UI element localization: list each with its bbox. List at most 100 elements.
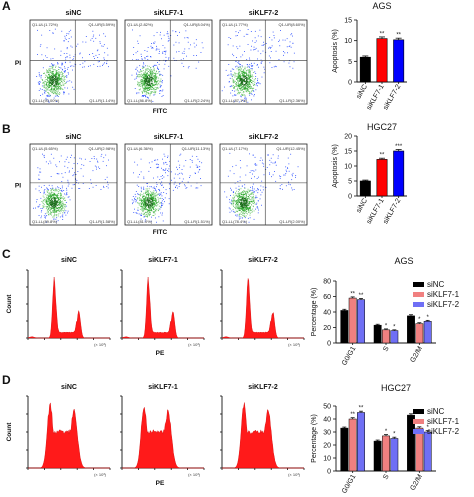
y-axis-label: Percentage (%) [311, 414, 318, 463]
legend-swatch [413, 302, 424, 307]
flow-dot [235, 206, 237, 208]
flow-dot [47, 72, 49, 74]
flow-dot [241, 83, 243, 84]
flow-dot [57, 89, 59, 91]
flow-dot [237, 87, 239, 89]
flow-dot [152, 47, 154, 49]
flow-dot [49, 70, 50, 72]
quadrant-label-lr: Q1-LR(2.24%) [184, 98, 210, 103]
flow-dot [54, 213, 55, 215]
flow-dot [242, 81, 244, 83]
flow-dot [243, 213, 245, 215]
flow-dot [58, 69, 59, 70]
flow-dot [254, 71, 256, 73]
flow-dot [155, 201, 157, 203]
flow-dot [242, 79, 244, 80]
flow-dot [96, 50, 98, 52]
flow-dot [141, 212, 143, 214]
flow-dot [147, 90, 149, 91]
flow-dot [181, 169, 183, 170]
flow-dot [52, 58, 54, 59]
flow-dot [242, 213, 244, 215]
flow-dot [148, 170, 150, 172]
flow-dot [238, 201, 240, 202]
flow-dot [101, 45, 103, 47]
flow-dot [246, 198, 248, 200]
flow-dot [55, 209, 57, 211]
flow-dot [145, 76, 146, 78]
flow-dot [46, 207, 48, 208]
flow-dot [228, 81, 230, 83]
flow-dot [98, 54, 100, 55]
flow-dot [240, 207, 242, 209]
flow-dot [141, 209, 143, 210]
flow-dot [62, 197, 64, 199]
flow-dot [243, 70, 244, 72]
flow-dot [56, 193, 58, 195]
flow-dot [237, 93, 239, 95]
flow-dot [148, 194, 149, 195]
flow-dot [62, 63, 64, 65]
flow-dot [267, 154, 269, 155]
flow-dot [258, 82, 260, 84]
flow-dot [246, 64, 248, 65]
flow-dot [252, 72, 254, 73]
flow-dot [79, 53, 81, 55]
flow-dot [140, 83, 142, 84]
flow-dot [152, 84, 154, 85]
flow-dot [230, 85, 232, 87]
flow-dot [140, 190, 142, 192]
flow-dot [146, 69, 147, 71]
flow-dot [63, 81, 65, 82]
flow-dot [255, 190, 257, 192]
flow-dot [146, 83, 148, 85]
flow-dot [144, 75, 146, 77]
flow-dot [232, 197, 234, 199]
flow-dot [241, 197, 242, 199]
flow-dot [239, 80, 241, 81]
quadrant-label-ul: Q1-UL(2.82%) [127, 22, 153, 27]
significance-mark: * [393, 432, 396, 438]
flow-dot [44, 217, 46, 218]
flow-dot [245, 198, 246, 200]
flow-dot [239, 87, 240, 89]
flow-dot [168, 57, 170, 59]
flow-dot [292, 172, 294, 174]
flow-dot [60, 201, 62, 203]
flow-dot [165, 50, 167, 52]
flow-dot [144, 204, 146, 205]
flow-dot [248, 66, 250, 68]
flow-dot [50, 68, 52, 69]
flow-dot [53, 214, 55, 216]
flow-dot [249, 57, 250, 59]
flow-dot [38, 190, 40, 192]
flow-dot [242, 69, 244, 71]
flow-dot [246, 208, 248, 210]
flow-dot [244, 206, 246, 208]
flow-dot [151, 79, 152, 80]
flow-dot [61, 202, 63, 204]
flow-dot [58, 78, 59, 80]
legend-swatch [413, 419, 424, 424]
flow-dot [149, 72, 151, 74]
flow-dot [252, 183, 254, 185]
flow-dot [265, 186, 267, 188]
flow-dot [244, 80, 246, 82]
flow-dot [165, 193, 167, 195]
flow-dot [136, 92, 138, 94]
flow-dot [237, 202, 238, 204]
flow-dot [40, 217, 42, 219]
flow-dot [244, 75, 245, 77]
flow-dot [60, 205, 62, 207]
flow-dot [81, 164, 83, 166]
flow-dot [177, 168, 178, 170]
flow-dot [64, 77, 65, 79]
flow-dot [158, 53, 160, 54]
flow-dot [64, 197, 66, 199]
flow-dot [156, 82, 157, 84]
flow-dot [250, 80, 251, 82]
flow-dot [197, 158, 199, 160]
flow-dot [51, 63, 53, 65]
flow-dot [47, 212, 49, 213]
y-tick-label: 0 [327, 341, 331, 348]
